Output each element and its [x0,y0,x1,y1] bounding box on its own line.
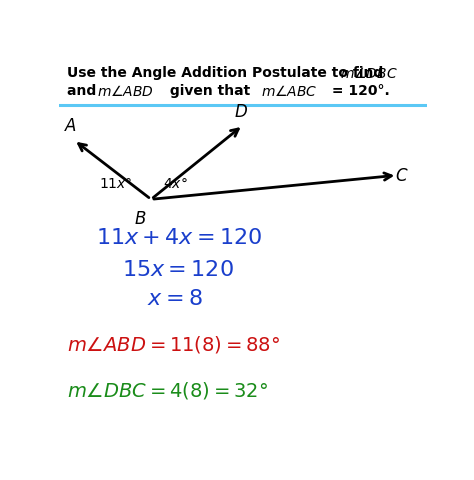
Text: C: C [395,167,407,185]
Text: $11x°$: $11x°$ [100,177,133,191]
Text: $m\angle ABD = 11(8) = 88°$: $m\angle ABD = 11(8) = 88°$ [66,333,280,354]
Text: $4x°$: $4x°$ [163,176,187,190]
Text: Use the Angle Addition Postulate to find: Use the Angle Addition Postulate to find [66,66,388,80]
Text: D: D [235,102,247,120]
Text: A: A [64,117,76,135]
Text: $m\angle ABD$: $m\angle ABD$ [97,84,154,98]
Text: $m\angle DBC = 4(8) = 32°$: $m\angle DBC = 4(8) = 32°$ [66,379,268,400]
Text: $m\angle DBC$: $m\angle DBC$ [339,66,397,81]
Text: $m\angle ABC$: $m\angle ABC$ [261,84,317,98]
Text: and: and [66,84,100,97]
Text: = 120°.: = 120°. [327,84,390,97]
Text: given that: given that [164,84,255,97]
Text: $11x + 4x = 120$: $11x + 4x = 120$ [96,228,263,248]
Text: B: B [134,209,146,227]
Text: $15x = 120$: $15x = 120$ [122,259,234,279]
Text: $x = 8$: $x = 8$ [147,288,203,309]
